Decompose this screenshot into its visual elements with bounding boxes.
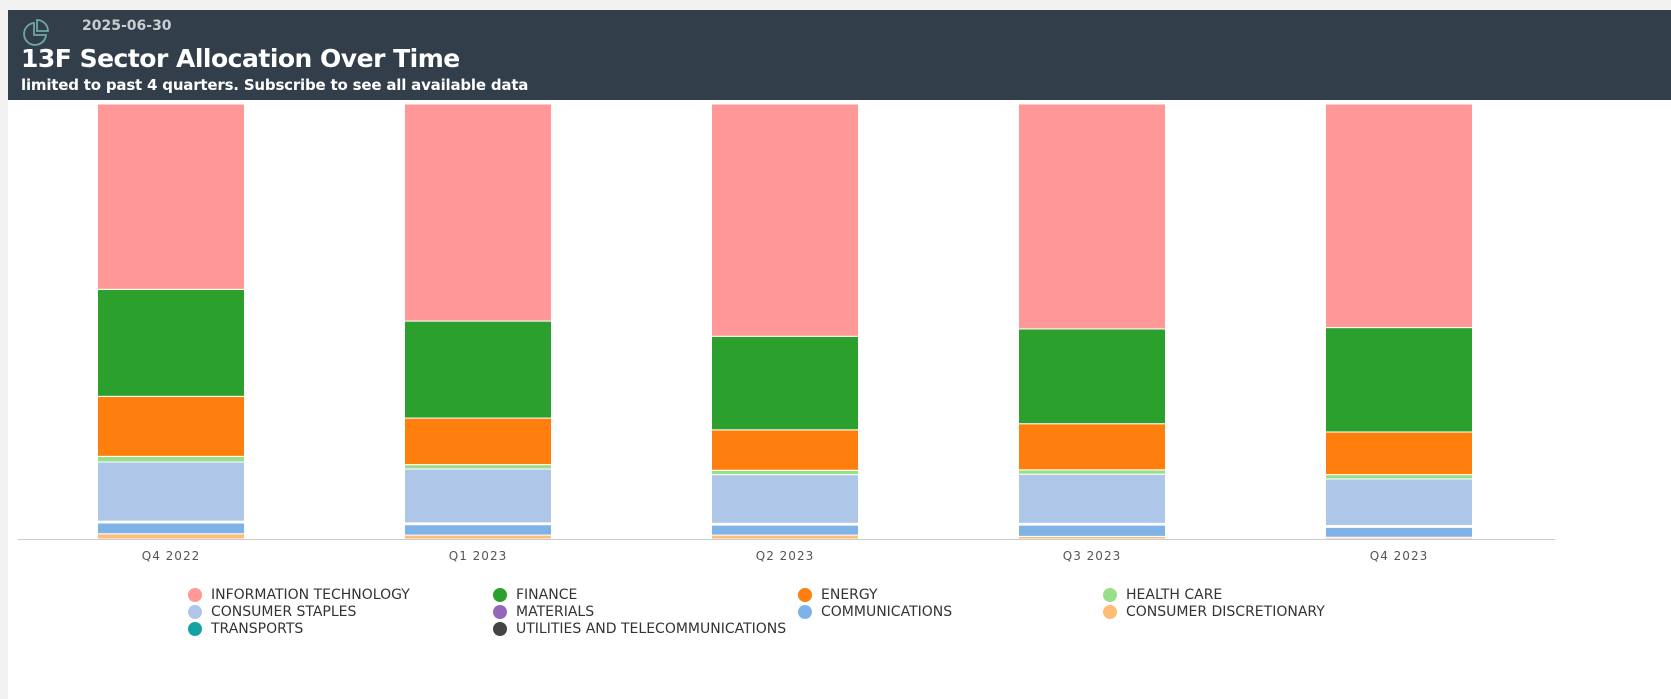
legend-item[interactable]: CONSUMER STAPLES: [188, 603, 356, 620]
bar-segment[interactable]: [1325, 431, 1473, 476]
legend-item[interactable]: ENERGY: [798, 586, 878, 603]
legend-item[interactable]: MATERIALS: [493, 603, 594, 620]
bar-segment[interactable]: [711, 429, 859, 471]
bar-segment[interactable]: [404, 103, 552, 322]
legend-swatch: [188, 604, 202, 619]
legend-swatch: [493, 604, 507, 619]
legend-swatch: [493, 621, 507, 636]
bar-segment[interactable]: [711, 103, 859, 337]
bar-segment[interactable]: [1325, 327, 1473, 433]
legend-item[interactable]: FINANCE: [493, 586, 577, 603]
bar-segment[interactable]: [1325, 103, 1473, 329]
bar-segment[interactable]: [97, 103, 245, 290]
bar-segment[interactable]: [711, 335, 859, 431]
bar-segment[interactable]: [97, 461, 245, 522]
report-date: 2025-06-30: [82, 18, 172, 34]
bar-segment[interactable]: [97, 395, 245, 457]
pie-chart-icon: [23, 19, 49, 46]
legend-item[interactable]: TRANSPORTS: [188, 620, 303, 637]
chart-subtitle: limited to past 4 quarters. Subscribe to…: [21, 76, 529, 94]
legend-swatch: [1103, 604, 1117, 619]
x-tick-label: Q1 2023: [449, 549, 507, 563]
bar-stack[interactable]: [1325, 103, 1473, 540]
legend-label: ENERGY: [821, 586, 878, 603]
chart-title: 13F Sector Allocation Over Time: [21, 44, 460, 73]
bar-stack[interactable]: [97, 103, 245, 540]
legend-label: INFORMATION TECHNOLOGY: [211, 586, 410, 603]
legend-item[interactable]: UTILITIES AND TELECOMMUNICATIONS: [493, 620, 786, 637]
legend-label: CONSUMER DISCRETIONARY: [1126, 603, 1325, 620]
bar-segment[interactable]: [404, 464, 552, 470]
bar-segment[interactable]: [97, 522, 245, 535]
legend-swatch: [1103, 587, 1117, 602]
bar-segment[interactable]: [404, 524, 552, 536]
bar-stack[interactable]: [1018, 103, 1166, 540]
x-tick-label: Q3 2023: [1063, 549, 1121, 563]
legend-swatch: [798, 604, 812, 619]
bar-segment[interactable]: [1018, 524, 1166, 537]
bar-segment[interactable]: [1018, 103, 1166, 330]
bar-segment[interactable]: [97, 533, 245, 540]
stacked-bar-chart: Q4 2022 Q1 2023 Q2 2023 Q3 2023 Q4 2023: [18, 103, 1555, 563]
bar-stack[interactable]: [404, 103, 552, 540]
legend-item[interactable]: COMMUNICATIONS: [798, 603, 952, 620]
bar-segment[interactable]: [1018, 423, 1166, 471]
bar-segment[interactable]: [1325, 474, 1473, 480]
legend-label: COMMUNICATIONS: [821, 603, 953, 620]
legend-label: MATERIALS: [516, 603, 595, 620]
chart-legend: INFORMATION TECHNOLOGY FINANCE ENERGY HEALT…: [188, 583, 1488, 643]
legend-swatch: [188, 587, 202, 602]
bar-segment[interactable]: [404, 320, 552, 419]
legend-item[interactable]: HEALTH CARE: [1103, 586, 1222, 603]
bar-segment[interactable]: [1018, 469, 1166, 475]
legend-label: HEALTH CARE: [1126, 586, 1223, 603]
legend-item[interactable]: CONSUMER DISCRETIONARY: [1103, 603, 1325, 620]
legend-swatch: [188, 621, 202, 636]
chart-card: 2025-06-30 13F Sector Allocation Over Ti…: [8, 10, 1671, 699]
bar-stack[interactable]: [711, 103, 859, 540]
legend-swatch: [798, 587, 812, 602]
bar-segment[interactable]: [1325, 478, 1473, 527]
bar-segment[interactable]: [711, 534, 859, 540]
bar-segment[interactable]: [404, 468, 552, 524]
bar-segment[interactable]: [1018, 473, 1166, 524]
legend-item[interactable]: INFORMATION TECHNOLOGY: [188, 586, 410, 603]
legend-label: FINANCE: [516, 586, 578, 603]
bar-segment[interactable]: [711, 524, 859, 536]
bar-segment[interactable]: [97, 455, 245, 463]
bar-segment[interactable]: [404, 534, 552, 540]
bar-segment[interactable]: [404, 417, 552, 466]
chart-header: 2025-06-30 13F Sector Allocation Over Ti…: [8, 10, 1671, 100]
bar-segment[interactable]: [711, 474, 859, 524]
bar-segment[interactable]: [711, 469, 859, 476]
legend-label: UTILITIES AND TELECOMMUNICATIONS: [516, 620, 787, 637]
x-tick-label: Q4 2023: [1370, 549, 1428, 563]
bar-segment[interactable]: [1018, 328, 1166, 425]
x-tick-label: Q2 2023: [756, 549, 814, 563]
legend-swatch: [493, 587, 507, 602]
legend-label: CONSUMER STAPLES: [211, 603, 357, 620]
bar-segment[interactable]: [1325, 526, 1473, 538]
bar-segment[interactable]: [97, 288, 245, 397]
x-tick-label: Q4 2022: [142, 549, 200, 563]
legend-label: TRANSPORTS: [211, 620, 304, 637]
